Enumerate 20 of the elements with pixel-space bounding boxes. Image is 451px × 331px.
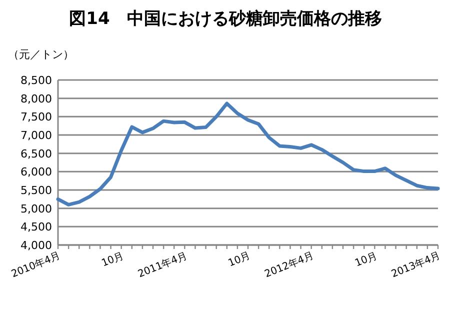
line-series <box>56 102 440 206</box>
x-tick-label: 2012年4月 <box>262 250 316 280</box>
y-tick-label: 6,000 <box>20 166 52 179</box>
x-tick-label: 2010年4月 <box>10 250 62 280</box>
y-tick-label: 6,500 <box>20 147 52 160</box>
x-tick-label: 2011年4月 <box>136 250 189 280</box>
x-tick-label: 10月 <box>100 250 126 270</box>
x-tick-label: 10月 <box>226 250 252 270</box>
y-tick-label: 5,500 <box>20 184 52 197</box>
x-tick-label: 2013年4月 <box>390 250 442 280</box>
y-tick-label: 7,500 <box>20 110 52 124</box>
y-tick-label: 8,500 <box>20 74 52 87</box>
x-tick-label: 10月 <box>354 250 379 270</box>
y-tick-label: 5,000 <box>20 202 52 216</box>
chart-title: 図14 中国における砂糖卸売価格の推移 <box>69 9 382 29</box>
y-tick-label: 4,000 <box>20 239 52 252</box>
y-tick-label: 7,000 <box>20 129 52 142</box>
y-tick-label: 4,500 <box>20 220 52 234</box>
y-tick-label: 8,000 <box>20 92 52 106</box>
y-axis-title: （元／トン） <box>8 48 74 61</box>
